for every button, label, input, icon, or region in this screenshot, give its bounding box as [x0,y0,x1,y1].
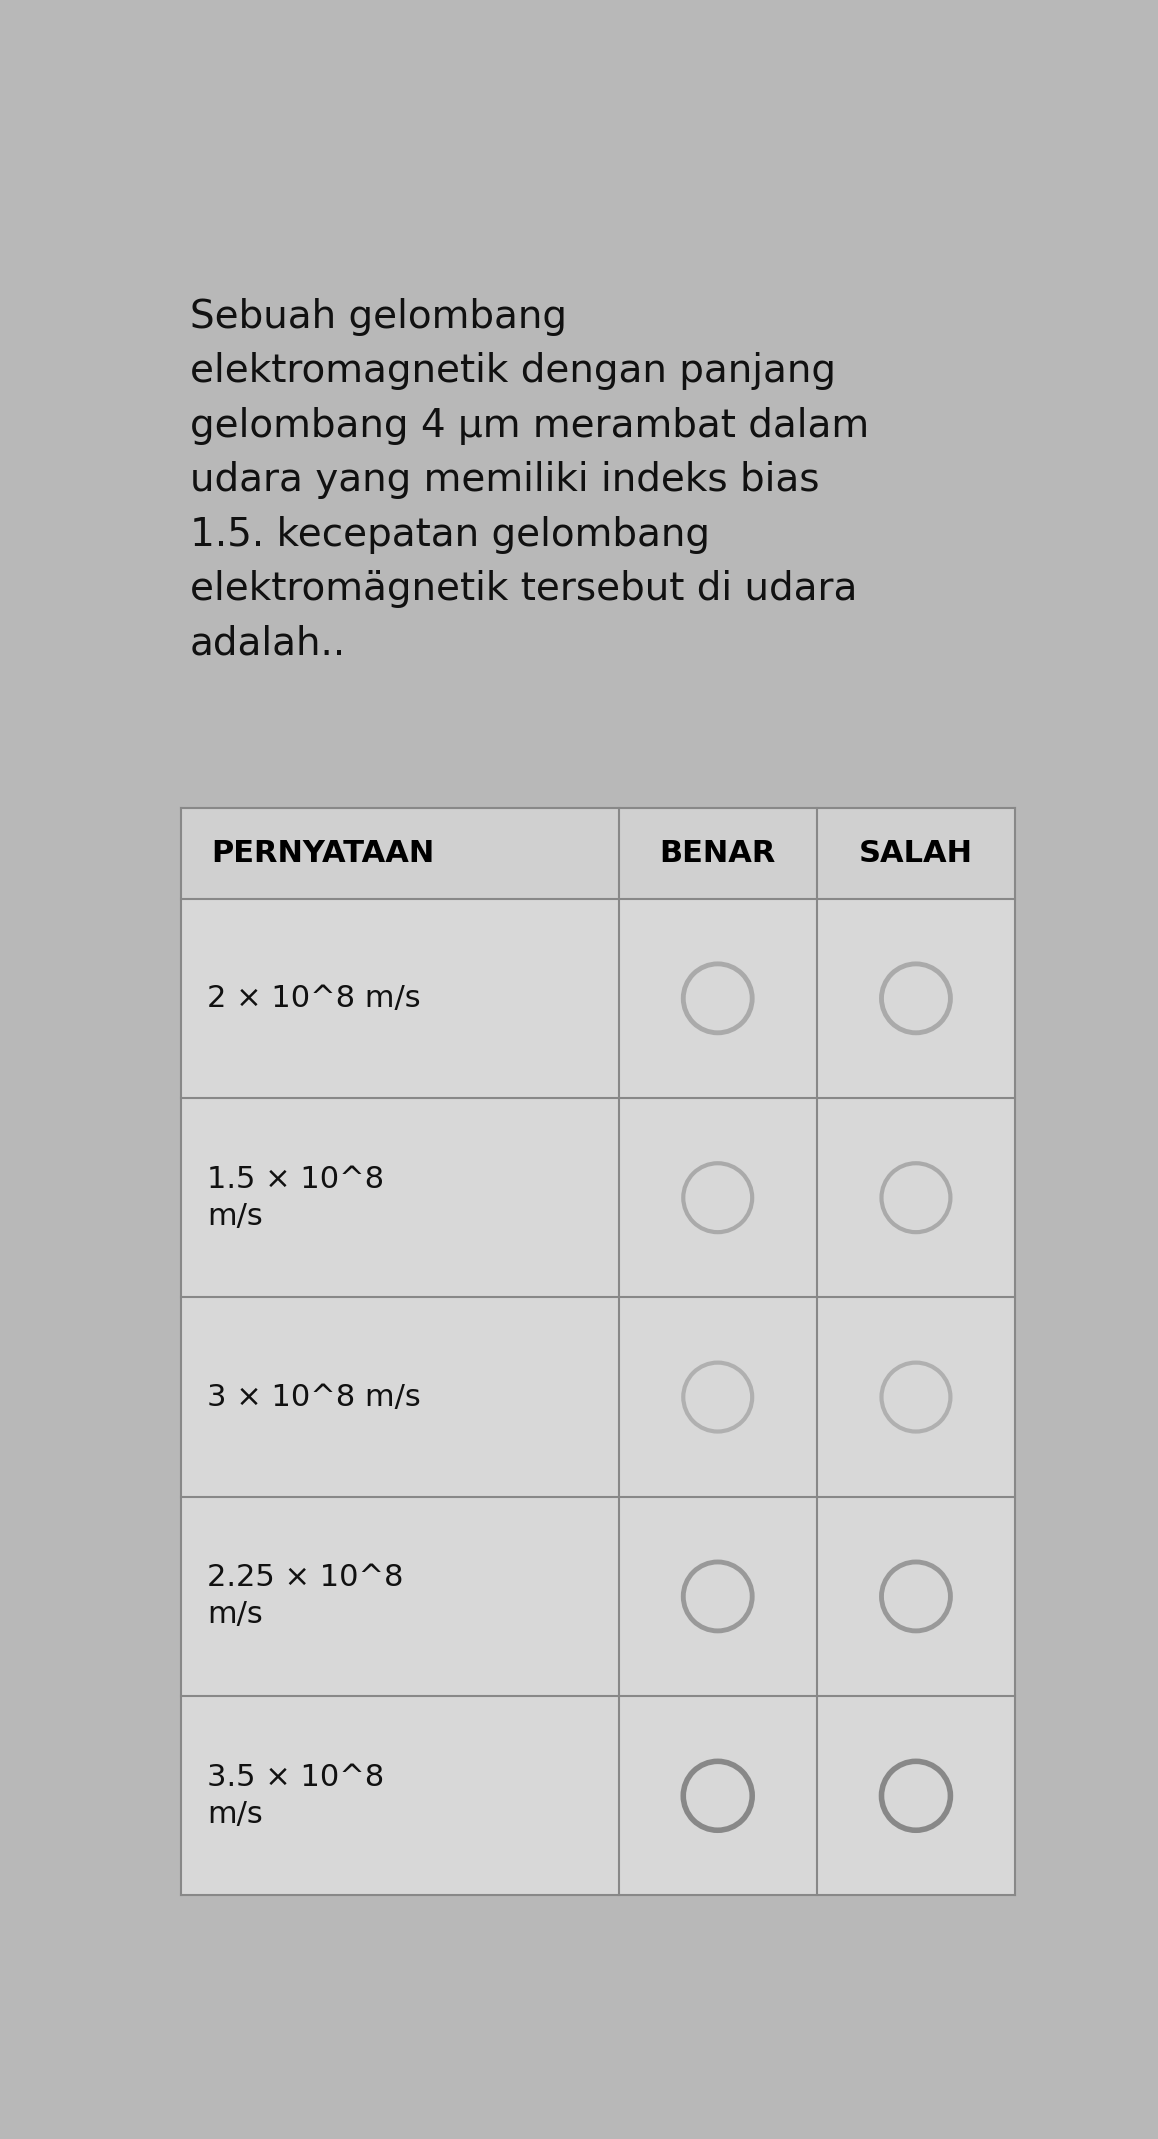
Point [709,982,727,1016]
Text: 3.5 × 10^8
m/s: 3.5 × 10^8 m/s [207,1763,384,1829]
Text: 2 × 10^8 m/s: 2 × 10^8 m/s [207,984,420,1014]
FancyBboxPatch shape [181,1497,618,1696]
FancyBboxPatch shape [816,1696,1016,1895]
FancyBboxPatch shape [618,1696,816,1895]
FancyBboxPatch shape [618,1097,816,1298]
Text: 3 × 10^8 m/s: 3 × 10^8 m/s [207,1382,420,1412]
Text: Sebuah gelombang
elektromagnetik dengan panjang
gelombang 4 μm merambat dalam
ud: Sebuah gelombang elektromagnetik dengan … [190,297,868,663]
Text: 2.25 × 10^8
m/s: 2.25 × 10^8 m/s [207,1564,403,1630]
Point [907,1380,925,1414]
Point [907,1780,925,1814]
Text: BENAR: BENAR [660,838,776,868]
FancyBboxPatch shape [181,809,618,898]
Point [709,1380,727,1414]
FancyBboxPatch shape [816,898,1016,1097]
FancyBboxPatch shape [816,1497,1016,1696]
Text: SALAH: SALAH [859,838,973,868]
FancyBboxPatch shape [816,1097,1016,1298]
FancyBboxPatch shape [181,1097,618,1298]
Point [907,1181,925,1215]
FancyBboxPatch shape [181,1696,618,1895]
Point [709,1579,727,1613]
Text: 1.5 × 10^8
m/s: 1.5 × 10^8 m/s [207,1164,384,1230]
Point [907,1579,925,1613]
FancyBboxPatch shape [618,898,816,1097]
FancyBboxPatch shape [618,809,816,898]
FancyBboxPatch shape [181,898,618,1097]
FancyBboxPatch shape [618,1298,816,1497]
FancyBboxPatch shape [816,1298,1016,1497]
Point [709,1780,727,1814]
FancyBboxPatch shape [816,809,1016,898]
Text: PERNYATAAN: PERNYATAAN [211,838,434,868]
Point [907,982,925,1016]
FancyBboxPatch shape [181,1298,618,1497]
Point [709,1181,727,1215]
FancyBboxPatch shape [618,1497,816,1696]
